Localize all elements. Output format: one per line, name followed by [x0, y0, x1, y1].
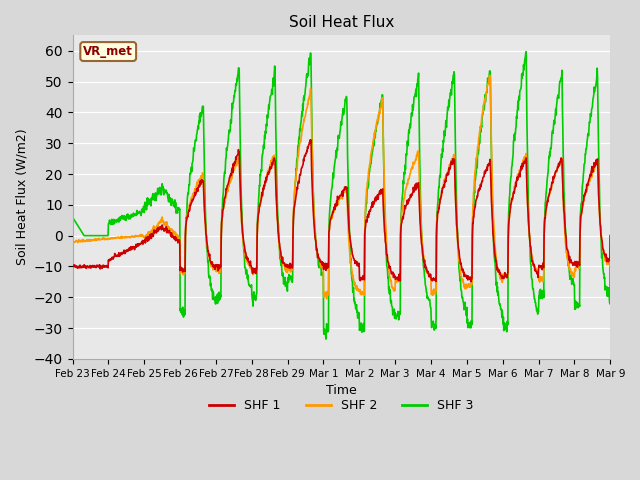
- Title: Soil Heat Flux: Soil Heat Flux: [289, 15, 394, 30]
- SHF 3: [425, 298, 433, 303]
- SHF 2: [543, 203, 551, 208]
- SHF 3: [188, 161, 196, 167]
- SHF 3: [248, 296, 256, 302]
- SHF 1: [175, 239, 183, 245]
- Text: VR_met: VR_met: [83, 45, 133, 58]
- SHF 3: [543, 178, 551, 183]
- SHF 2: [323, 296, 330, 302]
- SHF 1: [496, 269, 504, 275]
- SHF 3: [495, 301, 503, 307]
- Line: SHF 2: SHF 2: [72, 75, 611, 299]
- SHF 2: [188, 195, 196, 201]
- SHF 2: [175, 236, 183, 242]
- SHF 2: [425, 272, 433, 277]
- SHF 1: [307, 137, 314, 143]
- SHF 1: [607, 233, 614, 239]
- Line: SHF 1: SHF 1: [72, 140, 611, 282]
- SHF 1: [68, 263, 76, 269]
- SHF 2: [248, 268, 256, 274]
- SHF 2: [486, 72, 494, 78]
- SHF 3: [68, 214, 76, 220]
- SHF 1: [543, 199, 551, 205]
- Y-axis label: Soil Heat Flux (W/m2): Soil Heat Flux (W/m2): [15, 129, 28, 265]
- SHF 2: [68, 239, 76, 244]
- SHF 1: [467, 279, 475, 285]
- SHF 2: [607, 233, 614, 239]
- SHF 3: [522, 49, 530, 55]
- SHF 1: [188, 197, 196, 203]
- SHF 1: [425, 274, 433, 279]
- SHF 1: [248, 269, 256, 275]
- SHF 3: [175, 205, 183, 211]
- SHF 3: [607, 233, 614, 239]
- SHF 2: [496, 273, 504, 279]
- X-axis label: Time: Time: [326, 384, 356, 397]
- SHF 3: [322, 336, 330, 342]
- Legend: SHF 1, SHF 2, SHF 3: SHF 1, SHF 2, SHF 3: [204, 395, 479, 418]
- Line: SHF 3: SHF 3: [72, 52, 611, 339]
